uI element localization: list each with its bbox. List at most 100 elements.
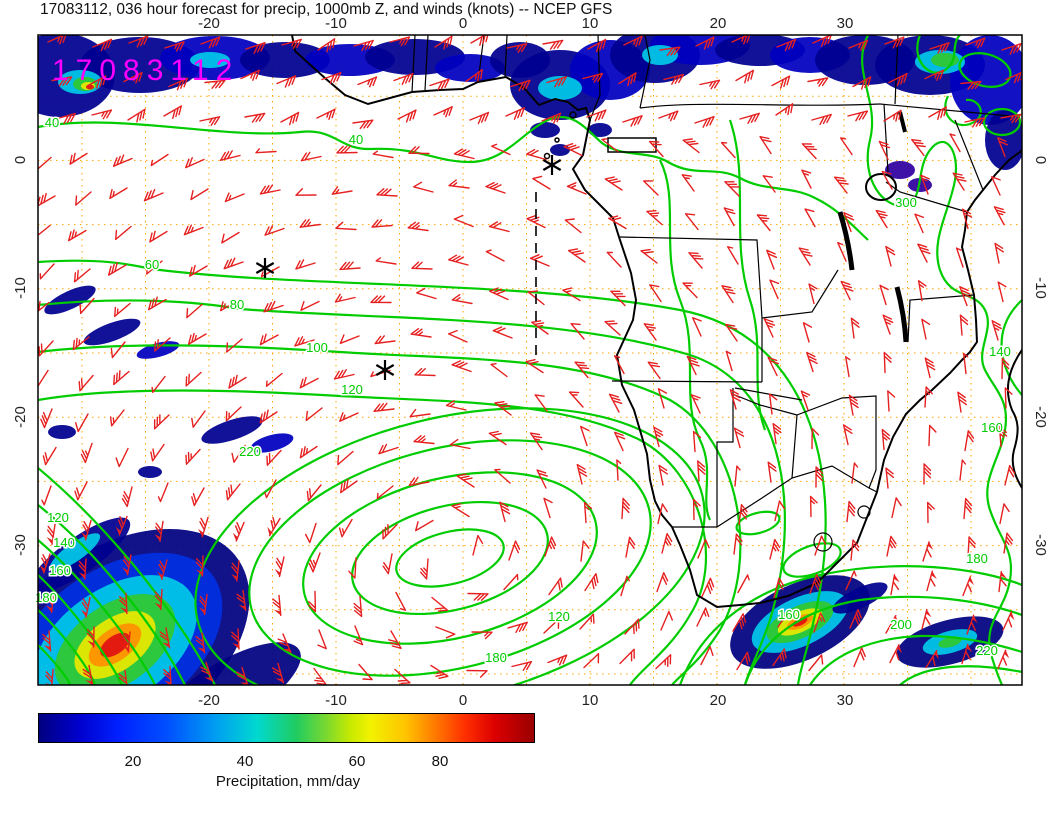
wind-barb <box>848 39 869 51</box>
z-contour <box>38 609 97 685</box>
wind-barb-pennant <box>157 571 163 580</box>
wind-barb <box>809 495 818 518</box>
wind-barb <box>814 535 827 556</box>
wind-barb <box>608 215 627 230</box>
precip-cell <box>885 161 915 179</box>
wind-barb <box>852 76 872 90</box>
wind-barb <box>339 412 359 422</box>
wind-barb <box>769 538 781 560</box>
wind-barb <box>189 264 208 277</box>
contour-label: 140 <box>989 344 1011 359</box>
wind-barb <box>305 407 323 422</box>
wind-barb <box>186 303 203 319</box>
wind-barb <box>727 246 739 265</box>
axis-label-right: 0 <box>1032 156 1049 164</box>
country-border <box>411 35 416 93</box>
wind-barb <box>911 139 926 157</box>
wind-barb <box>848 394 859 416</box>
wind-barb <box>658 464 668 486</box>
z-contour <box>395 528 505 588</box>
wind-barb <box>621 497 630 520</box>
wind-barb-pennant <box>893 574 900 583</box>
wind-barb <box>618 72 637 87</box>
wind-barb <box>776 38 797 52</box>
z-contour <box>38 116 869 241</box>
wind-barb <box>185 157 205 169</box>
wind-barb <box>921 608 931 630</box>
wind-barb <box>963 352 969 375</box>
wind-barb <box>336 145 358 154</box>
figure-title: 17083112, 036 hour forecast for precip, … <box>40 1 613 18</box>
wind-barb <box>579 613 595 630</box>
wind-barb <box>993 206 1006 226</box>
wind-barb <box>240 69 260 81</box>
wind-barb <box>697 538 710 559</box>
axis-label-bottom: 0 <box>459 692 467 709</box>
wind-barb <box>236 589 247 611</box>
wind-barb <box>159 627 171 649</box>
wind-barb <box>413 435 435 445</box>
wind-barb <box>842 424 853 446</box>
wind-barb <box>681 174 695 192</box>
wind-barb <box>604 320 621 336</box>
wind-barb <box>472 534 484 556</box>
wind-barb <box>808 654 824 672</box>
wind-barb <box>927 501 935 524</box>
wind-barb <box>453 214 474 228</box>
wind-barb <box>957 391 967 413</box>
wind-barb <box>505 107 525 120</box>
wind-barb <box>731 35 751 45</box>
wind-barb <box>313 667 327 685</box>
wind-barb <box>414 367 436 377</box>
wind-barb <box>490 363 508 378</box>
wind-barb-pennant <box>81 609 87 618</box>
wind-barb <box>889 644 900 664</box>
wind-barb-pennant <box>275 678 284 683</box>
precip-cell <box>201 416 263 444</box>
wind-barb <box>949 133 961 153</box>
wind-barb <box>924 386 933 408</box>
wind-barb <box>1002 611 1013 631</box>
wind-barb <box>191 410 206 428</box>
wind-barb <box>150 153 169 167</box>
wind-barb <box>886 535 897 557</box>
wind-barb <box>625 536 636 558</box>
wind-barb <box>853 647 866 668</box>
wind-barb <box>1001 43 1022 55</box>
axis-label-right: -10 <box>1032 277 1049 299</box>
wind-barb-pennant <box>231 573 238 581</box>
country-border <box>639 35 651 109</box>
wind-barb <box>801 143 817 160</box>
wind-barb-pennant <box>966 644 973 653</box>
wind-barb <box>734 465 741 487</box>
wind-barb <box>543 497 553 519</box>
z-contour <box>351 500 549 616</box>
precip-cell <box>588 123 612 137</box>
wind-barb <box>809 573 822 595</box>
wind-barb <box>348 557 357 579</box>
precip-cell <box>832 582 888 614</box>
precip-cell <box>250 433 294 453</box>
wind-barb <box>38 300 50 312</box>
wind-barb <box>337 450 354 466</box>
wind-barb <box>724 181 740 197</box>
wind-barb <box>340 478 358 494</box>
wind-barb-pennant <box>931 571 937 579</box>
wind-barb <box>658 110 679 122</box>
madagascar-coastline <box>1006 349 1022 489</box>
wind-barb <box>451 360 472 373</box>
wind-barb <box>1004 387 1013 409</box>
wind-barb <box>204 79 226 89</box>
wind-barb <box>80 442 93 464</box>
wind-barb <box>451 294 473 305</box>
country-border <box>761 269 839 319</box>
lakes <box>837 111 909 343</box>
contour-label: 100 <box>306 340 328 355</box>
precip-cell <box>159 642 301 685</box>
wind-barb <box>358 663 373 681</box>
wind-barb <box>388 630 402 649</box>
wind-barb <box>917 243 931 263</box>
wind-barb <box>580 540 590 562</box>
contour-label: 120 <box>47 510 69 525</box>
